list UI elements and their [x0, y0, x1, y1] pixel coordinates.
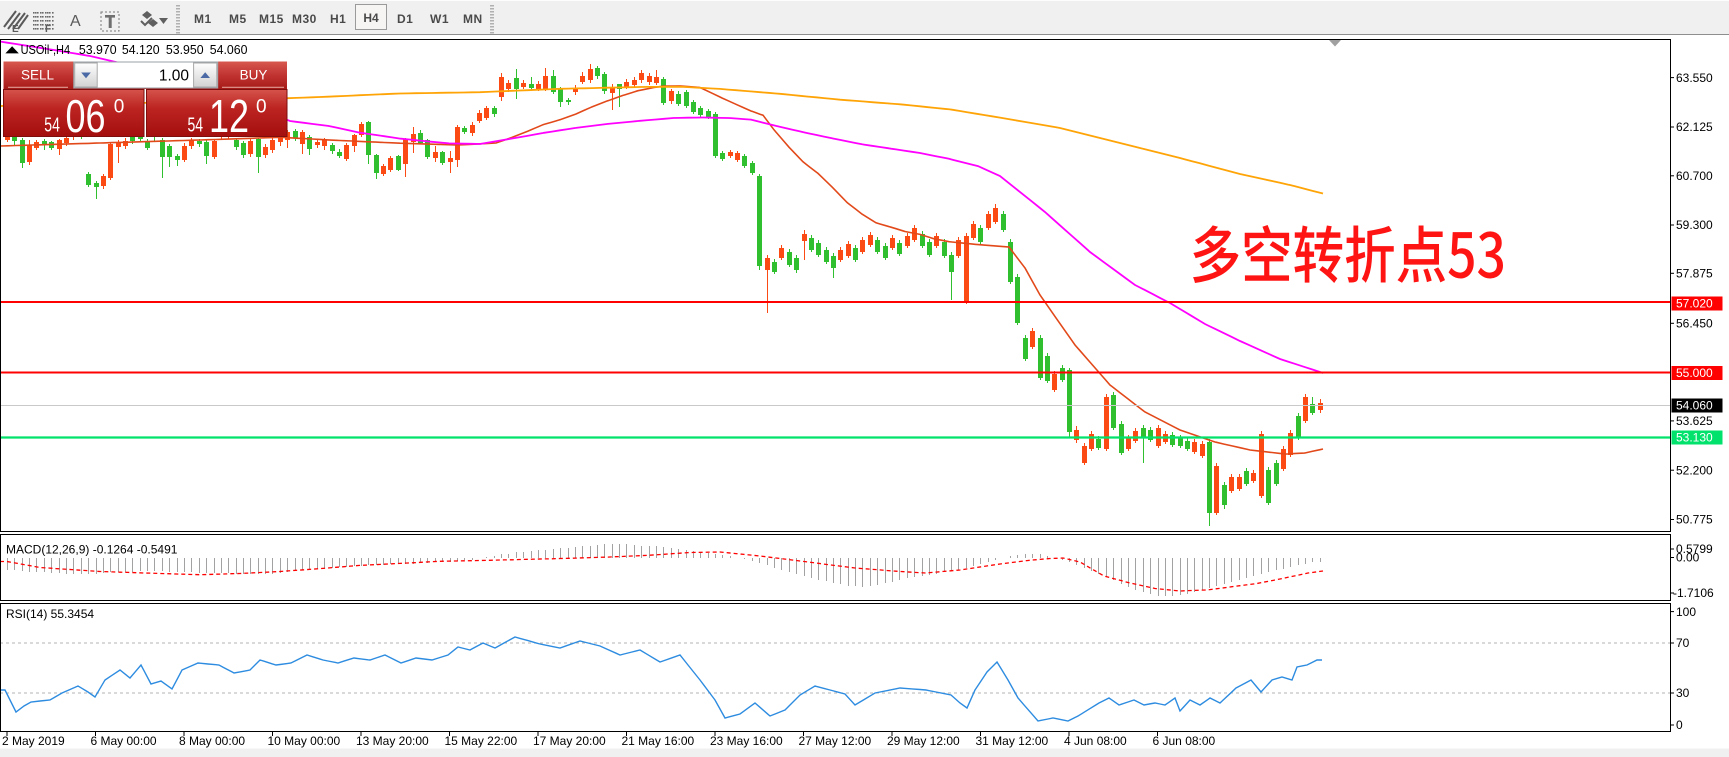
svg-text:SELL: SELL	[21, 68, 55, 83]
svg-text:62.125: 62.125	[1676, 120, 1713, 134]
svg-text:0: 0	[114, 96, 125, 117]
svg-text:70: 70	[1676, 636, 1690, 650]
svg-text:29 May 12:00: 29 May 12:00	[887, 734, 960, 748]
svg-text:52.200: 52.200	[1676, 463, 1713, 477]
svg-text:100: 100	[1676, 605, 1696, 619]
svg-text:10 May 00:00: 10 May 00:00	[268, 734, 341, 748]
svg-text:13 May 20:00: 13 May 20:00	[356, 734, 429, 748]
svg-text:6 Jun 08:00: 6 Jun 08:00	[1153, 734, 1216, 748]
svg-text:12: 12	[209, 90, 249, 142]
svg-text:60.700: 60.700	[1676, 169, 1713, 183]
svg-text:0: 0	[256, 96, 267, 117]
svg-text:1.00: 1.00	[159, 68, 190, 85]
svg-text:-1.7106: -1.7106	[1673, 586, 1714, 600]
svg-text:15 May 22:00: 15 May 22:00	[445, 734, 518, 748]
svg-text:21 May 16:00: 21 May 16:00	[622, 734, 695, 748]
svg-text:53.970: 53.970	[79, 43, 117, 57]
svg-text:30: 30	[1676, 686, 1690, 700]
svg-text:E: E	[12, 24, 19, 35]
svg-text:MACD(12,26,9) -0.1264 -0.5491: MACD(12,26,9) -0.1264 -0.5491	[6, 543, 178, 557]
svg-text:17 May 20:00: 17 May 20:00	[533, 734, 606, 748]
svg-text:54.060: 54.060	[1676, 399, 1713, 413]
svg-text:56.450: 56.450	[1676, 317, 1713, 331]
svg-text:8 May 00:00: 8 May 00:00	[179, 734, 245, 748]
svg-text:27 May 12:00: 27 May 12:00	[799, 734, 872, 748]
svg-text:54.060: 54.060	[210, 43, 248, 57]
svg-text:55.000: 55.000	[1676, 366, 1713, 380]
svg-text:57.020: 57.020	[1676, 297, 1713, 311]
svg-text:A: A	[70, 13, 81, 30]
svg-text:USOil-,H4: USOil-,H4	[21, 43, 71, 57]
svg-text:57.875: 57.875	[1676, 267, 1713, 281]
svg-text:4 Jun 08:00: 4 Jun 08:00	[1064, 734, 1127, 748]
svg-text:RSI(14) 55.3454: RSI(14) 55.3454	[6, 607, 94, 621]
svg-text:31 May 12:00: 31 May 12:00	[976, 734, 1049, 748]
svg-text:53.625: 53.625	[1676, 414, 1713, 428]
svg-text:06: 06	[66, 90, 106, 142]
svg-text:63.550: 63.550	[1676, 71, 1713, 85]
svg-text:54: 54	[188, 114, 204, 137]
svg-text:53.950: 53.950	[166, 43, 204, 57]
svg-text:54.120: 54.120	[122, 43, 160, 57]
svg-text:50.775: 50.775	[1676, 513, 1713, 527]
svg-text:59.300: 59.300	[1676, 218, 1713, 232]
svg-text:0.00: 0.00	[1676, 551, 1700, 565]
svg-text:6 May 00:00: 6 May 00:00	[91, 734, 157, 748]
svg-text:BUY: BUY	[240, 68, 268, 83]
svg-text:53.130: 53.130	[1676, 431, 1713, 445]
svg-text:0.5799: 0.5799	[1676, 542, 1713, 556]
svg-text:54: 54	[44, 114, 60, 137]
svg-text:2 May 2019: 2 May 2019	[2, 734, 65, 748]
svg-text:23 May 16:00: 23 May 16:00	[710, 734, 783, 748]
svg-text:0: 0	[1676, 718, 1683, 732]
